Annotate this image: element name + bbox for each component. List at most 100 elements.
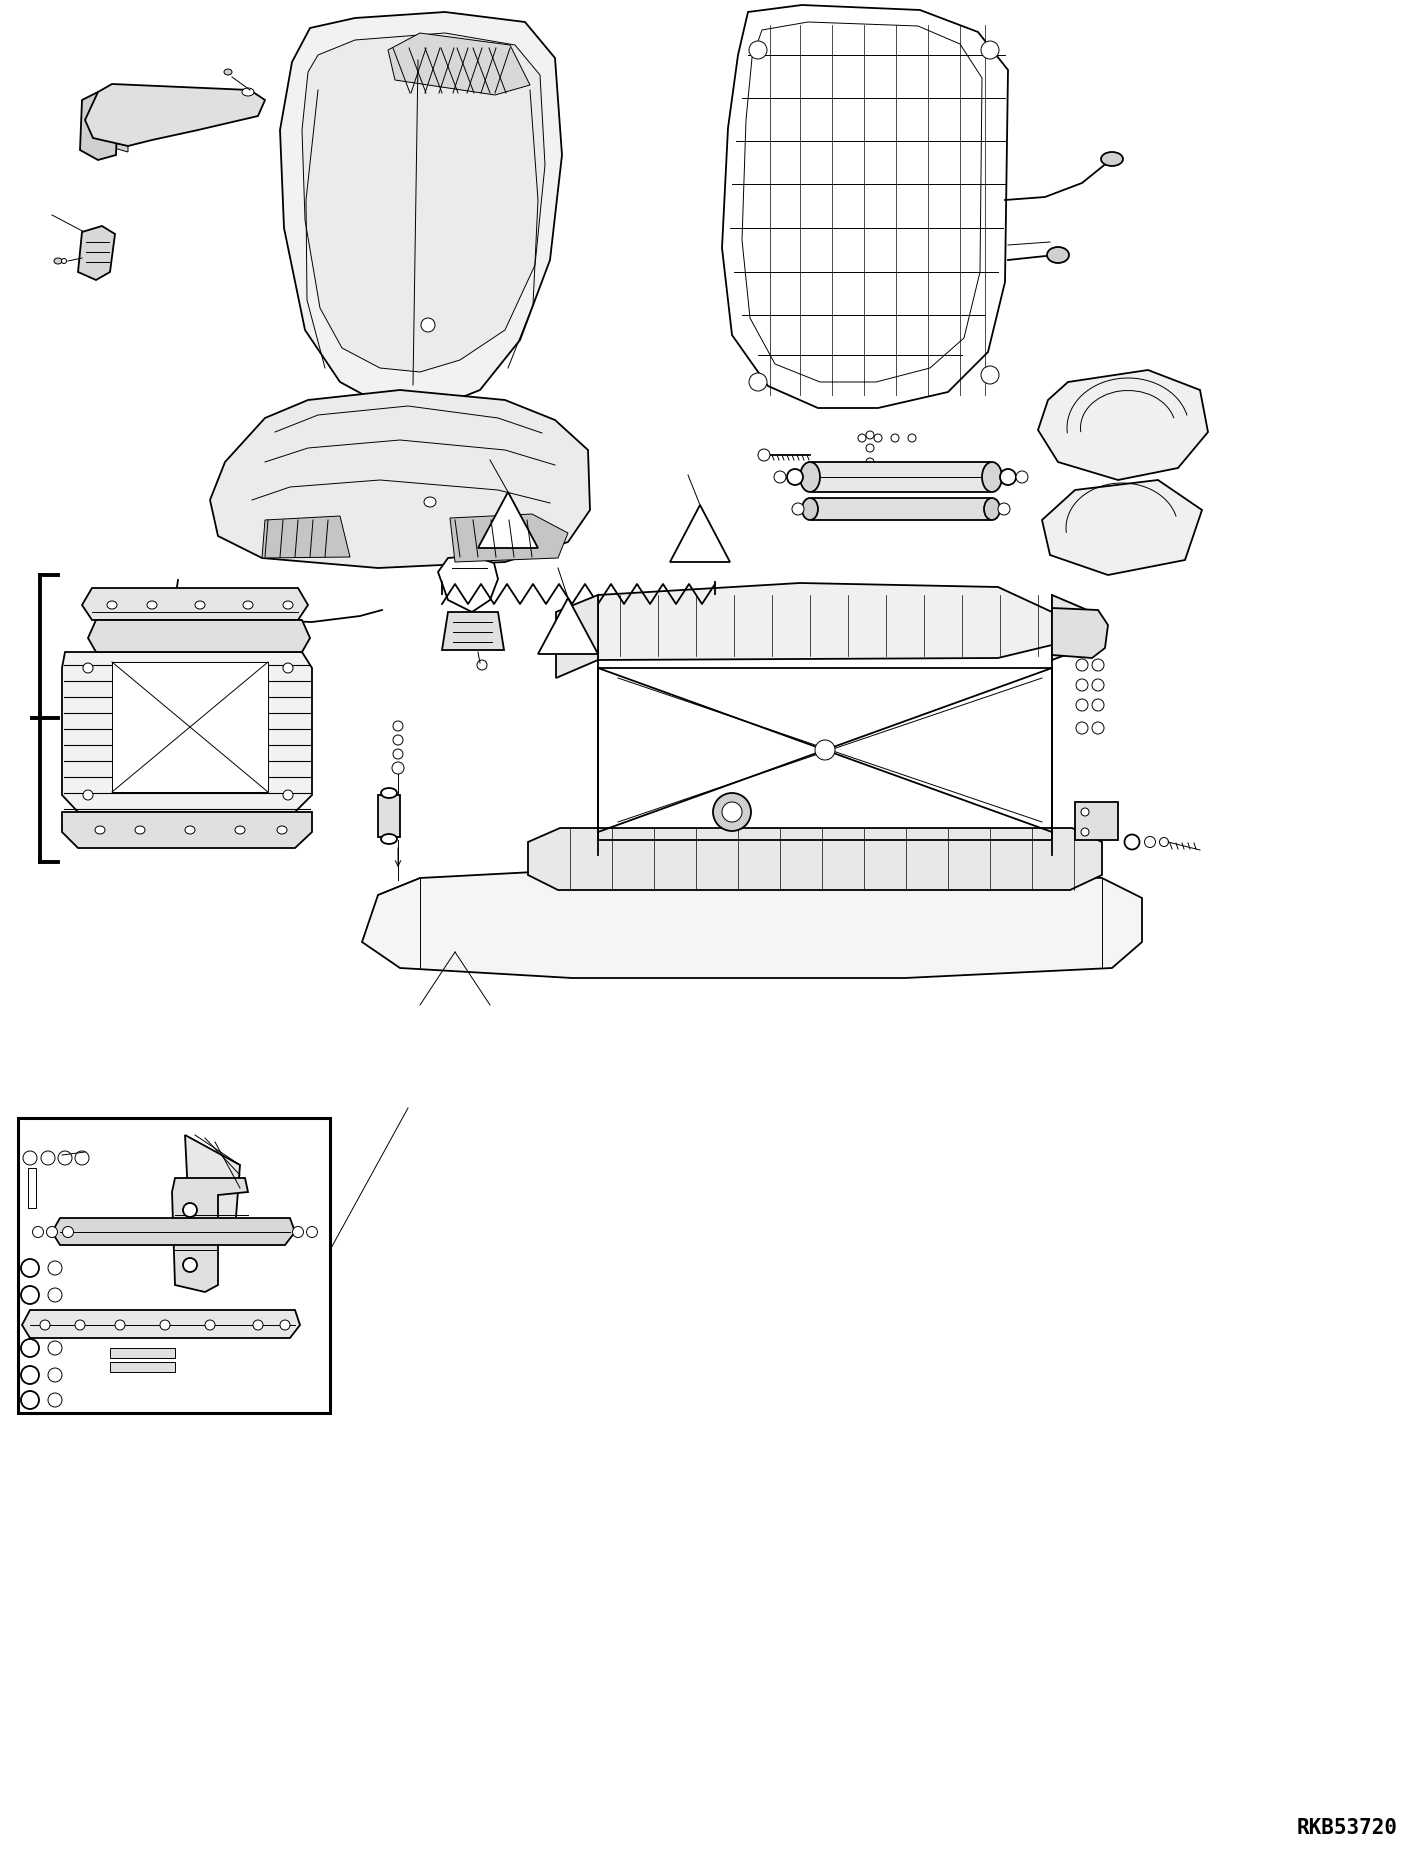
Ellipse shape (800, 462, 820, 492)
Polygon shape (85, 83, 265, 146)
Ellipse shape (48, 1367, 62, 1382)
Ellipse shape (62, 1227, 74, 1238)
Ellipse shape (858, 435, 867, 442)
Polygon shape (442, 612, 504, 649)
Ellipse shape (253, 1321, 263, 1330)
Ellipse shape (41, 1151, 55, 1166)
Ellipse shape (21, 1286, 40, 1304)
Ellipse shape (392, 762, 404, 773)
Ellipse shape (758, 450, 770, 461)
Ellipse shape (1160, 838, 1168, 847)
Ellipse shape (195, 601, 205, 609)
Ellipse shape (21, 1391, 40, 1410)
Bar (811, 498, 990, 520)
Polygon shape (280, 11, 562, 409)
Polygon shape (78, 226, 115, 279)
Polygon shape (112, 662, 268, 792)
Text: RKB53720: RKB53720 (1297, 1819, 1398, 1839)
Ellipse shape (21, 1339, 40, 1358)
Ellipse shape (75, 1321, 85, 1330)
Polygon shape (722, 6, 1008, 409)
Polygon shape (1052, 609, 1107, 659)
Polygon shape (438, 557, 498, 612)
Ellipse shape (981, 41, 1000, 59)
Polygon shape (62, 651, 312, 812)
Ellipse shape (984, 498, 1000, 520)
Ellipse shape (280, 1321, 290, 1330)
Ellipse shape (47, 1227, 58, 1238)
Ellipse shape (1092, 699, 1104, 710)
Polygon shape (388, 33, 530, 94)
Polygon shape (1075, 803, 1119, 840)
Ellipse shape (714, 794, 750, 831)
Ellipse shape (1080, 808, 1089, 816)
Ellipse shape (1092, 722, 1104, 734)
Polygon shape (556, 583, 1052, 660)
Ellipse shape (381, 834, 396, 844)
Ellipse shape (792, 503, 804, 514)
Ellipse shape (1046, 248, 1069, 263)
Polygon shape (171, 1178, 248, 1291)
Ellipse shape (394, 722, 404, 731)
Ellipse shape (33, 1227, 44, 1238)
Ellipse shape (867, 431, 874, 438)
Ellipse shape (242, 89, 253, 96)
Ellipse shape (749, 374, 767, 390)
Bar (110, 1349, 176, 1358)
Ellipse shape (224, 68, 232, 76)
Polygon shape (62, 812, 312, 847)
Ellipse shape (1076, 659, 1087, 672)
Ellipse shape (306, 1227, 317, 1238)
Bar (811, 462, 990, 492)
Ellipse shape (867, 444, 874, 451)
Ellipse shape (21, 1365, 40, 1384)
Ellipse shape (293, 1227, 303, 1238)
Ellipse shape (1017, 472, 1028, 483)
Polygon shape (1042, 479, 1202, 575)
Ellipse shape (1076, 722, 1087, 734)
Polygon shape (538, 598, 598, 655)
Ellipse shape (115, 1321, 125, 1330)
Ellipse shape (801, 498, 818, 520)
Bar (28, 1167, 35, 1208)
Ellipse shape (1000, 470, 1017, 485)
Ellipse shape (983, 462, 1003, 492)
Ellipse shape (75, 1151, 89, 1166)
Ellipse shape (183, 1258, 197, 1273)
Ellipse shape (48, 1393, 62, 1408)
Polygon shape (82, 588, 309, 620)
Ellipse shape (283, 790, 293, 799)
Ellipse shape (135, 825, 144, 834)
Polygon shape (670, 505, 731, 562)
Ellipse shape (394, 734, 404, 746)
Polygon shape (262, 516, 350, 559)
Polygon shape (528, 829, 1102, 890)
Ellipse shape (891, 435, 899, 442)
Ellipse shape (58, 1151, 72, 1166)
Ellipse shape (108, 601, 118, 609)
Polygon shape (450, 514, 568, 562)
Ellipse shape (981, 366, 1000, 385)
Ellipse shape (749, 41, 767, 59)
Ellipse shape (1076, 638, 1087, 651)
Ellipse shape (1076, 679, 1087, 692)
Ellipse shape (95, 825, 105, 834)
Polygon shape (742, 22, 983, 381)
Ellipse shape (908, 435, 916, 442)
Polygon shape (479, 492, 538, 548)
Ellipse shape (998, 503, 1010, 514)
Ellipse shape (48, 1262, 62, 1275)
Ellipse shape (48, 1341, 62, 1354)
Ellipse shape (816, 740, 835, 760)
Ellipse shape (205, 1321, 215, 1330)
Ellipse shape (1092, 679, 1104, 692)
Ellipse shape (185, 825, 195, 834)
Polygon shape (52, 1217, 295, 1245)
Ellipse shape (1076, 699, 1087, 710)
Polygon shape (1052, 596, 1092, 660)
Ellipse shape (1092, 659, 1104, 672)
Ellipse shape (48, 1288, 62, 1302)
Ellipse shape (867, 459, 874, 466)
Ellipse shape (477, 660, 487, 670)
Ellipse shape (278, 825, 287, 834)
